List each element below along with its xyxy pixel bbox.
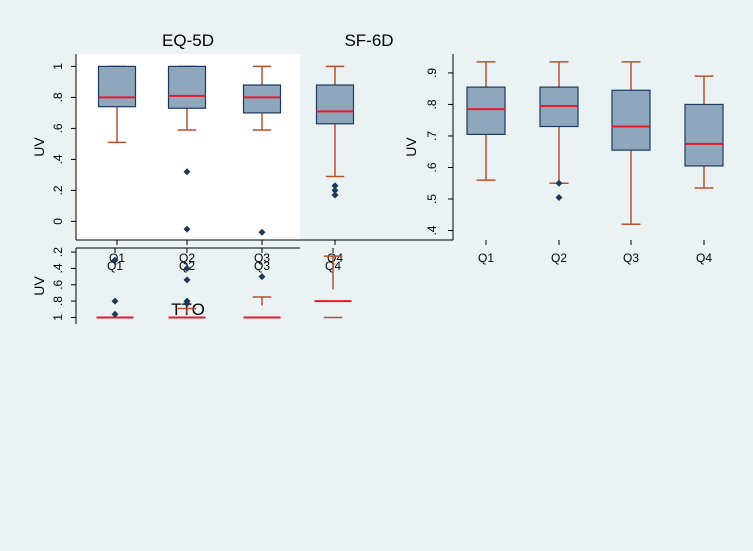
y-tick-label: .5 xyxy=(425,194,439,204)
x-tick-label: Q3 xyxy=(254,259,270,273)
y-axis-label: UV xyxy=(403,137,419,157)
iqr-box xyxy=(684,103,724,167)
outlier-point xyxy=(183,264,191,272)
outlier-point xyxy=(555,193,563,201)
y-tick-label: 1 xyxy=(51,63,65,70)
iqr-box xyxy=(242,84,282,114)
outlier-point xyxy=(183,225,191,233)
outlier-point xyxy=(183,297,191,305)
box-q4 xyxy=(684,75,724,189)
x-tick-label: Q2 xyxy=(179,251,195,265)
x-tick-label: Q4 xyxy=(327,251,343,265)
outlier-point xyxy=(555,179,563,187)
y-tick-label: .6 xyxy=(51,279,65,289)
y-axis-label: UV xyxy=(31,276,47,296)
panel-background xyxy=(8,280,378,538)
box-q4 xyxy=(315,65,355,199)
iqr-box xyxy=(466,86,506,135)
y-tick-label: .8 xyxy=(51,296,65,306)
x-tick-label: Q1 xyxy=(107,259,123,273)
chart-panel-tto: TTO UV .2 .4 .6 .8 1 Q1 Q2 Q3 Q4 xyxy=(8,247,378,538)
outlier-point xyxy=(258,273,266,281)
y-tick-label: .7 xyxy=(425,131,439,141)
chart-title: SF-6D xyxy=(344,31,393,50)
y-tick-label: .4 xyxy=(51,154,65,164)
x-tick-label: Q1 xyxy=(478,251,494,265)
outlier-point xyxy=(331,182,339,190)
box-q2 xyxy=(539,61,579,201)
outlier-point xyxy=(111,297,119,305)
y-tick-label: .9 xyxy=(425,68,439,78)
y-tick-label: .2 xyxy=(51,185,65,195)
y-tick-label: .8 xyxy=(425,99,439,109)
box-q1 xyxy=(96,256,134,319)
y-tick-label: .6 xyxy=(425,162,439,172)
chart-title: TTO xyxy=(171,300,205,319)
y-tick-label: .6 xyxy=(51,123,65,133)
outlier-point xyxy=(111,310,119,318)
outlier-point xyxy=(331,186,339,194)
iqr-box xyxy=(97,65,137,108)
chart-panel-eq-5d: EQ-5D UV 0 .2 .4 .6 .8 1 Q1 Q2 Q3 Q4 xyxy=(8,8,378,272)
chart-title: EQ-5D xyxy=(162,31,214,50)
y-tick-label: 0 xyxy=(51,218,65,225)
box-q2 xyxy=(168,264,206,319)
y-tick-label: .2 xyxy=(51,247,65,257)
outlier-point xyxy=(183,276,191,284)
box-q3 xyxy=(611,61,651,225)
box-q1 xyxy=(466,61,506,181)
x-tick-label: Q3 xyxy=(254,251,270,265)
x-tick-label: Q3 xyxy=(623,251,639,265)
y-tick-label: 1 xyxy=(51,314,65,321)
outlier-point xyxy=(183,168,191,176)
box-q4 xyxy=(314,255,352,319)
box-q3 xyxy=(243,273,281,319)
box-q1 xyxy=(97,65,137,144)
box-q2 xyxy=(167,65,207,233)
box-q3 xyxy=(242,65,282,236)
chart-panel-sf-6d: SF-6D UV .4 .5 .6 .7 .8 .9 Q1 Q2 Q3 Q4 xyxy=(285,8,745,272)
iqr-box xyxy=(315,84,355,125)
outlier-point xyxy=(258,228,266,236)
iqr-box xyxy=(167,65,207,109)
outlier-point xyxy=(111,256,119,264)
x-tick-label: Q4 xyxy=(696,251,712,265)
y-tick-label: .8 xyxy=(51,92,65,102)
y-tick-label: .4 xyxy=(51,263,65,273)
y-tick-label: .4 xyxy=(425,225,439,235)
x-tick-label: Q2 xyxy=(551,251,567,265)
iqr-box xyxy=(611,89,651,151)
outlier-point xyxy=(331,191,339,199)
y-axis-label: UV xyxy=(31,137,47,157)
